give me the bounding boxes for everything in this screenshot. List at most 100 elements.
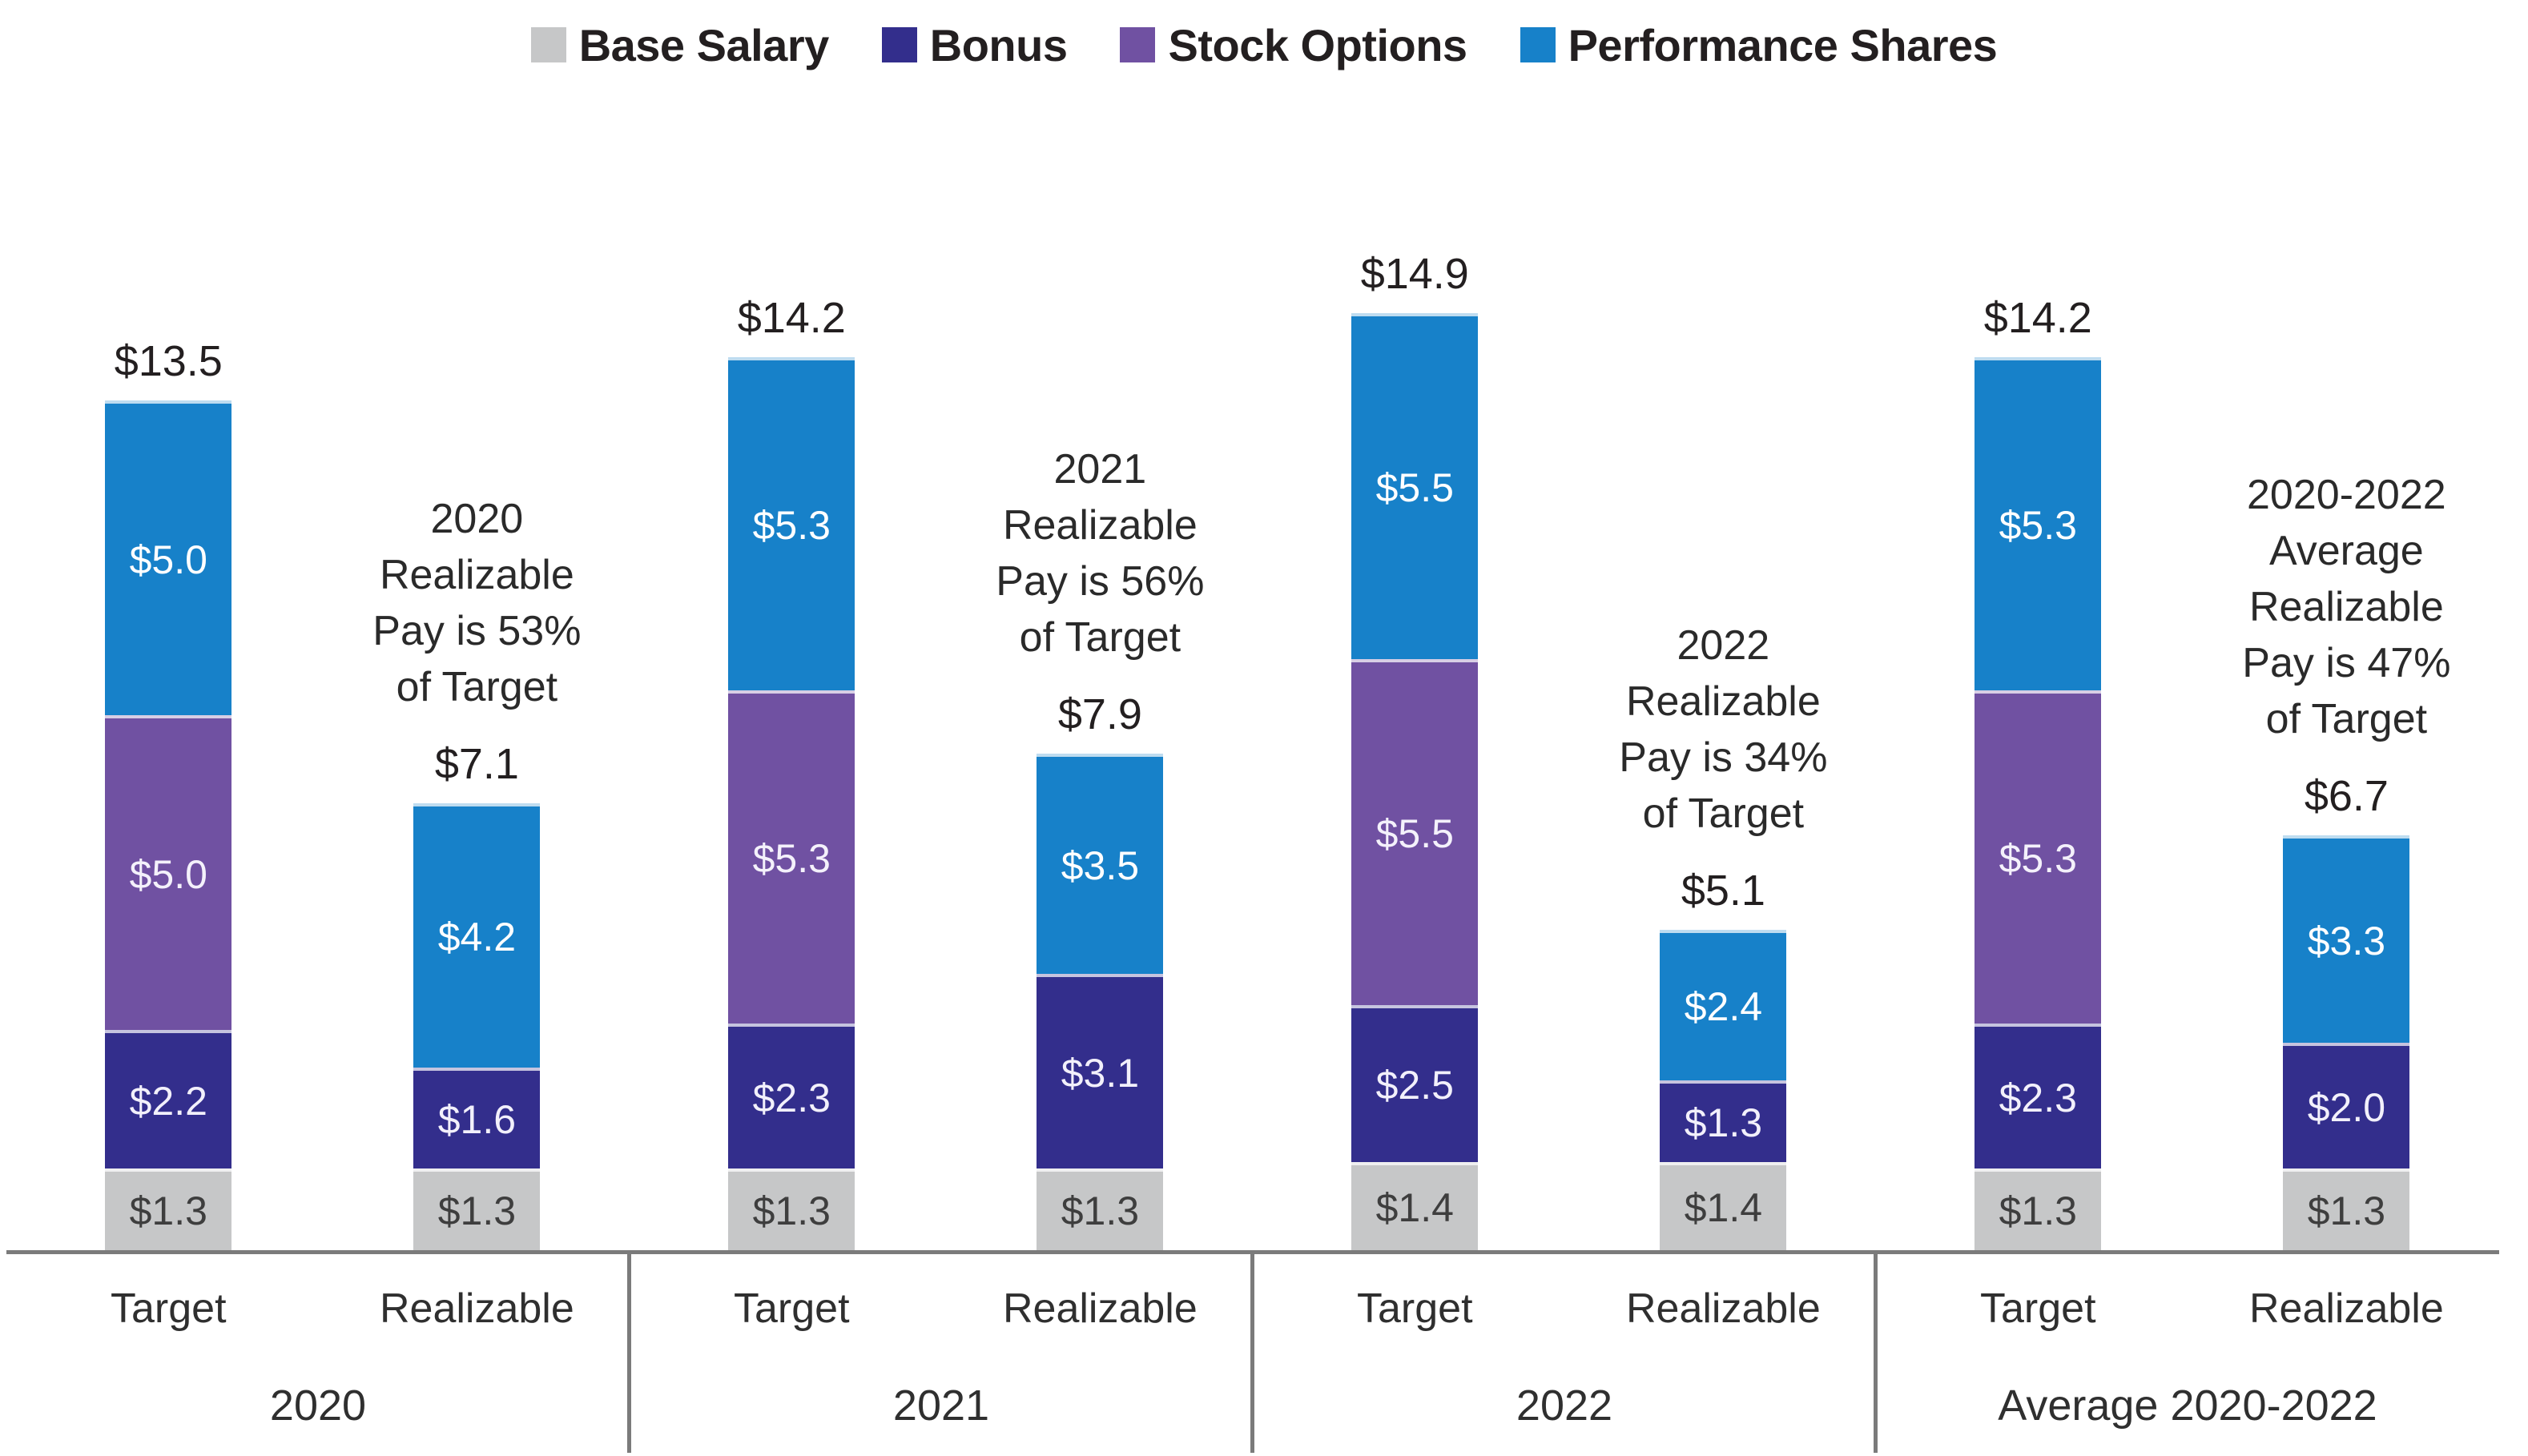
group-separator (1250, 1254, 1254, 1453)
bar-total-label: $14.2 (1983, 294, 2092, 342)
bar-segment-2021-realizable-base-salary: $1.3 (1037, 1168, 1164, 1250)
year-panel-2022: $14.9 $5.5 $5.5 $2.5 $1.4 2022 Realizable Pay… (1253, 82, 1876, 1250)
bar-segment-average-2020-2022-realizable-performance-shares: $3.3 (2283, 835, 2410, 1043)
bar-column-2020-target: $13.5 $5.0 $5.0 $2.2 $1.3 (0, 336, 356, 1250)
group-separator (627, 1254, 631, 1453)
chart-area: $13.5 $5.0 $5.0 $2.2 $1.3 2020 Realizable Pay… (6, 82, 2499, 1456)
bar-segment-2021-target-bonus: $2.3 (728, 1024, 855, 1168)
segment-value-label: $4.2 (437, 915, 517, 959)
legend-swatch-stock-options (1120, 27, 1156, 62)
group-label-2022: 2022 (1516, 1382, 1613, 1430)
legend-item-stock-options: Stock Options (1120, 19, 1467, 71)
bar-segment-2021-realizable-performance-shares: $3.5 (1037, 754, 1164, 974)
group-label-2020: 2020 (269, 1382, 367, 1430)
annotation-2020: 2020 Realizable Pay is 53% of Target (372, 496, 582, 710)
bar-segment-2020-target-bonus: $2.2 (105, 1030, 232, 1168)
segment-value-label: $2.2 (129, 1078, 207, 1124)
stacked-bar-2020-target: $5.0 $5.0 $2.2 $1.3 (105, 400, 232, 1250)
segment-value-label: $3.3 (2307, 918, 2386, 963)
segment-value-label: $3.5 (1061, 843, 1140, 888)
annotation-2021: 2021 Realizable Pay is 56% of Target (996, 446, 1205, 661)
tick-label-2022-target: Target (1357, 1285, 1473, 1332)
tick-label-2020-target: Target (111, 1285, 227, 1332)
x-axis-labels-area: Target Realizable 2020 Target Realizable 2021… (6, 1254, 2499, 1456)
segment-value-label: $5.0 (129, 851, 207, 897)
bar-segment-2020-realizable-base-salary: $1.3 (413, 1168, 541, 1250)
bar-segment-2021-realizable-bonus: $3.1 (1037, 974, 1164, 1168)
bar-total-label: $13.5 (114, 337, 223, 385)
legend-label: Stock Options (1168, 19, 1467, 70)
group-separator (1874, 1254, 1878, 1453)
segment-value-label: $1.3 (1684, 1100, 1763, 1145)
bar-segment-2022-realizable-bonus: $1.3 (1660, 1080, 1787, 1162)
segment-value-label: $1.4 (1684, 1185, 1763, 1230)
x-axis-line (6, 1250, 2499, 1254)
segment-value-label: $5.5 (1375, 811, 1454, 856)
bar-column-2020-realizable: 2020 Realizable Pay is 53% of Target $7.1… (288, 491, 665, 1250)
segment-value-label: $3.1 (1061, 1050, 1140, 1096)
bar-segment-2022-realizable-performance-shares: $2.4 (1660, 930, 1787, 1080)
annotation-2022: 2022 Realizable Pay is 34% of Target (1619, 622, 1828, 837)
year-panel-2020: $13.5 $5.0 $5.0 $2.2 $1.3 2020 Realizable Pay… (6, 82, 630, 1250)
bar-total-label: $7.9 (1057, 690, 1142, 738)
segment-value-label: $5.0 (129, 537, 207, 582)
annotation-average-2020-2022: 2020-2022 Average Realizable Pay is 47% … (2242, 472, 2451, 742)
segment-value-label: $5.3 (1999, 836, 2077, 881)
segment-value-label: $1.6 (437, 1097, 517, 1142)
plot-area: $13.5 $5.0 $5.0 $2.2 $1.3 2020 Realizable Pay… (6, 82, 2499, 1250)
group-label-2021: 2021 (892, 1382, 990, 1430)
bar-total-label: $6.7 (2304, 772, 2389, 820)
segment-value-label: $1.3 (1061, 1189, 1140, 1233)
stacked-bar-average-2020-2022-realizable: $3.3 $2.0 $1.3 (2283, 835, 2410, 1250)
bar-segment-2022-target-stock-options: $5.5 (1351, 659, 1479, 1005)
stacked-bar-2021-realizable: $3.5 $3.1 $1.3 (1037, 754, 1164, 1250)
tick-label-average-2020-2022-target: Target (1980, 1285, 2096, 1332)
bar-total-label: $14.9 (1360, 250, 1469, 298)
segment-value-label: $1.3 (752, 1189, 831, 1233)
bar-segment-average-2020-2022-target-performance-shares: $5.3 (1974, 357, 2102, 690)
axis-panel-2022: Target Realizable 2022 (1253, 1254, 1878, 1456)
bar-segment-2022-target-base-salary: $1.4 (1351, 1162, 1479, 1250)
bar-column-2022-target: $14.9 $5.5 $5.5 $2.5 $1.4 (1226, 249, 1603, 1250)
legend-swatch-bonus (881, 27, 917, 62)
segment-value-label: $2.4 (1684, 984, 1763, 1029)
bar-total-label: $14.2 (737, 294, 846, 342)
bar-segment-2020-realizable-bonus: $1.6 (413, 1068, 541, 1168)
segment-value-label: $2.0 (2307, 1084, 2386, 1130)
tick-label-2021-realizable: Realizable (1002, 1285, 1198, 1332)
tick-label-2020-realizable: Realizable (379, 1285, 574, 1332)
bar-segment-2021-target-performance-shares: $5.3 (728, 357, 855, 690)
segment-value-label: $1.3 (2307, 1189, 2386, 1233)
segment-value-label: $2.5 (1375, 1063, 1454, 1108)
bar-total-label: $5.1 (1681, 867, 1765, 915)
tick-label-2022-realizable: Realizable (1625, 1285, 1821, 1332)
bar-segment-2022-target-bonus: $2.5 (1351, 1005, 1479, 1162)
segment-value-label: $5.3 (752, 836, 831, 881)
segment-value-label: $5.3 (752, 503, 831, 548)
bar-segment-2022-target-performance-shares: $5.5 (1351, 313, 1479, 659)
legend-item-bonus: Bonus (881, 19, 1068, 71)
segment-value-label: $1.4 (1375, 1185, 1454, 1230)
bar-segment-2020-realizable-performance-shares: $4.2 (413, 803, 541, 1068)
segment-value-label: $2.3 (1999, 1075, 2077, 1120)
year-panel-2021: $14.2 $5.3 $5.3 $2.3 $1.3 2021 Realizable Pay… (630, 82, 1253, 1250)
bar-column-2021-realizable: 2021 Realizable Pay is 56% of Target $7.9… (912, 441, 1288, 1250)
stacked-bar-2022-target: $5.5 $5.5 $2.5 $1.4 (1351, 313, 1479, 1250)
legend-label: Performance Shares (1568, 19, 1998, 70)
bar-segment-2021-target-stock-options: $5.3 (728, 690, 855, 1024)
segment-value-label: $1.3 (129, 1189, 207, 1233)
bar-segment-2020-target-performance-shares: $5.0 (105, 400, 232, 715)
bar-segment-2022-realizable-base-salary: $1.4 (1660, 1162, 1787, 1250)
bar-column-2021-target: $14.2 $5.3 $5.3 $2.3 $1.3 (603, 293, 980, 1250)
tick-label-average-2020-2022-realizable: Realizable (2248, 1285, 2444, 1332)
segment-value-label: $1.3 (1999, 1189, 2077, 1233)
segment-value-label: $5.5 (1375, 465, 1454, 510)
bar-segment-2020-target-stock-options: $5.0 (105, 715, 232, 1030)
group-label-average-2020-2022: Average 2020-2022 (1998, 1382, 2377, 1430)
stacked-bar-2020-realizable: $4.2 $1.6 $1.3 (413, 803, 541, 1250)
stacked-bar-2021-target: $5.3 $5.3 $2.3 $1.3 (728, 357, 855, 1250)
bar-segment-average-2020-2022-realizable-base-salary: $1.3 (2283, 1168, 2410, 1250)
segment-value-label: $1.3 (437, 1189, 517, 1233)
axis-panel-2020: Target Realizable 2020 (6, 1254, 631, 1456)
